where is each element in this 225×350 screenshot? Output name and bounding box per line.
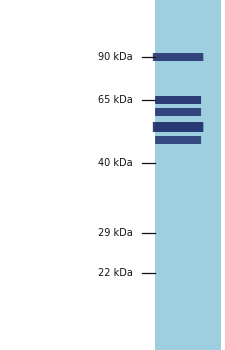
FancyBboxPatch shape — [153, 122, 203, 132]
FancyBboxPatch shape — [153, 53, 203, 61]
FancyBboxPatch shape — [155, 96, 201, 104]
Bar — [155, 0, 220, 350]
FancyBboxPatch shape — [155, 136, 201, 144]
Text: 40 kDa: 40 kDa — [98, 158, 133, 168]
Text: 65 kDa: 65 kDa — [98, 95, 133, 105]
Text: 22 kDa: 22 kDa — [98, 268, 133, 278]
Text: 90 kDa: 90 kDa — [98, 52, 133, 62]
FancyBboxPatch shape — [155, 108, 201, 116]
Text: 29 kDa: 29 kDa — [98, 228, 133, 238]
